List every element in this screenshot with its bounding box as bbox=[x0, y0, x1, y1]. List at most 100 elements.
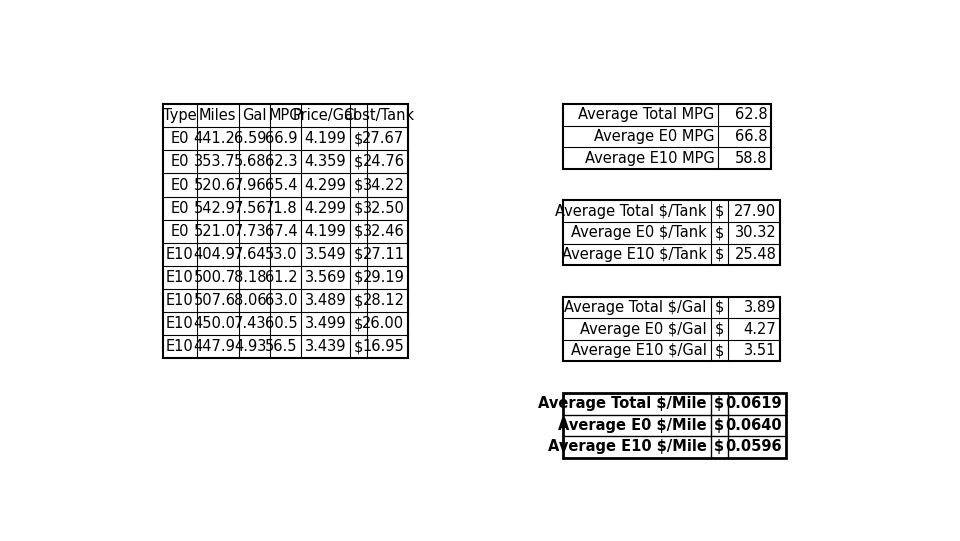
Text: $: $ bbox=[714, 418, 724, 433]
Text: 63.0: 63.0 bbox=[265, 293, 298, 308]
Text: $: $ bbox=[354, 247, 364, 262]
Text: 67.4: 67.4 bbox=[265, 224, 298, 239]
Text: 30.32: 30.32 bbox=[734, 225, 777, 240]
Text: Average Total $/Gal: Average Total $/Gal bbox=[564, 300, 707, 315]
Text: $: $ bbox=[354, 339, 364, 354]
Text: Average Total $/Tank: Average Total $/Tank bbox=[555, 204, 707, 219]
Text: Type: Type bbox=[163, 108, 197, 123]
Text: $: $ bbox=[354, 201, 364, 216]
Text: Price/Gal: Price/Gal bbox=[293, 108, 358, 123]
Text: 4.359: 4.359 bbox=[304, 154, 347, 169]
Text: 4.199: 4.199 bbox=[304, 131, 347, 146]
Text: 0.0596: 0.0596 bbox=[725, 439, 781, 454]
Text: 404.9: 404.9 bbox=[194, 247, 235, 262]
Text: 71.8: 71.8 bbox=[265, 201, 298, 216]
Text: E0: E0 bbox=[171, 154, 189, 169]
Text: 29.19: 29.19 bbox=[363, 270, 404, 285]
Text: 61.2: 61.2 bbox=[265, 270, 298, 285]
Text: 5.68: 5.68 bbox=[234, 154, 267, 169]
Text: E10: E10 bbox=[166, 247, 194, 262]
Text: 3.51: 3.51 bbox=[744, 343, 777, 358]
Text: 26.00: 26.00 bbox=[362, 316, 404, 331]
Text: 32.50: 32.50 bbox=[363, 201, 404, 216]
Text: Average E0 $/Tank: Average E0 $/Tank bbox=[571, 225, 707, 240]
Text: $: $ bbox=[714, 396, 724, 411]
Text: E0: E0 bbox=[171, 177, 189, 193]
Text: 353.7: 353.7 bbox=[194, 154, 235, 169]
Text: 28.12: 28.12 bbox=[363, 293, 404, 308]
Text: Average E10 $/Mile: Average E10 $/Mile bbox=[548, 439, 707, 454]
Text: $: $ bbox=[354, 316, 364, 331]
Text: Average E10 $/Gal: Average E10 $/Gal bbox=[571, 343, 707, 358]
Text: 25.48: 25.48 bbox=[734, 247, 777, 262]
Text: 65.4: 65.4 bbox=[265, 177, 298, 193]
Text: 441.2: 441.2 bbox=[194, 131, 235, 146]
Text: 0.0640: 0.0640 bbox=[725, 418, 781, 433]
Text: E0: E0 bbox=[171, 201, 189, 216]
Text: 3.89: 3.89 bbox=[744, 300, 777, 315]
Text: 66.9: 66.9 bbox=[265, 131, 298, 146]
Text: 4.27: 4.27 bbox=[744, 321, 777, 337]
Text: 62.3: 62.3 bbox=[265, 154, 298, 169]
Text: 3.549: 3.549 bbox=[304, 247, 347, 262]
Text: 27.11: 27.11 bbox=[363, 247, 404, 262]
Text: Miles: Miles bbox=[199, 108, 236, 123]
Text: 8.06: 8.06 bbox=[234, 293, 267, 308]
Text: $: $ bbox=[354, 293, 364, 308]
Text: E0: E0 bbox=[171, 224, 189, 239]
Text: $: $ bbox=[714, 225, 724, 240]
Text: 520.6: 520.6 bbox=[194, 177, 235, 193]
Text: 24.76: 24.76 bbox=[363, 154, 404, 169]
Text: $: $ bbox=[354, 131, 364, 146]
Text: 56.5: 56.5 bbox=[265, 339, 298, 354]
Bar bbox=[162, 104, 408, 358]
Text: Average E10 $/Tank: Average E10 $/Tank bbox=[562, 247, 707, 262]
Text: 7.43: 7.43 bbox=[234, 316, 267, 331]
Text: E10: E10 bbox=[166, 270, 194, 285]
Text: 6.59: 6.59 bbox=[234, 131, 267, 146]
Text: 7.96: 7.96 bbox=[234, 177, 267, 193]
Text: $: $ bbox=[354, 224, 364, 239]
Text: 7.56: 7.56 bbox=[234, 201, 267, 216]
Text: 450.0: 450.0 bbox=[194, 316, 235, 331]
Text: 507.6: 507.6 bbox=[194, 293, 235, 308]
Text: 7.64: 7.64 bbox=[234, 247, 267, 262]
Text: $: $ bbox=[354, 270, 364, 285]
Text: 58.8: 58.8 bbox=[734, 150, 767, 166]
Text: $: $ bbox=[714, 300, 724, 315]
Text: 8.18: 8.18 bbox=[234, 270, 267, 285]
Bar bbox=[564, 104, 771, 169]
Text: 62.8: 62.8 bbox=[734, 108, 767, 122]
Text: Gal: Gal bbox=[242, 108, 266, 123]
Text: 60.5: 60.5 bbox=[265, 316, 298, 331]
Text: 7.73: 7.73 bbox=[234, 224, 267, 239]
Text: 16.95: 16.95 bbox=[363, 339, 404, 354]
Text: $: $ bbox=[354, 177, 364, 193]
Bar bbox=[564, 200, 780, 265]
Text: 0.0619: 0.0619 bbox=[725, 396, 781, 411]
Text: MPG: MPG bbox=[269, 108, 301, 123]
Text: Average E0 MPG: Average E0 MPG bbox=[594, 129, 714, 144]
Text: $: $ bbox=[714, 204, 724, 219]
Text: 500.7: 500.7 bbox=[193, 270, 235, 285]
Text: 27.90: 27.90 bbox=[734, 204, 777, 219]
Text: 4.93: 4.93 bbox=[234, 339, 267, 354]
Text: 542.9: 542.9 bbox=[194, 201, 235, 216]
Text: Cost/Tank: Cost/Tank bbox=[344, 108, 415, 123]
Text: $: $ bbox=[714, 343, 724, 358]
Text: $: $ bbox=[714, 321, 724, 337]
Bar bbox=[564, 296, 780, 361]
Text: 521.0: 521.0 bbox=[194, 224, 235, 239]
Text: Average Total $/Mile: Average Total $/Mile bbox=[539, 396, 707, 411]
Text: 3.499: 3.499 bbox=[304, 316, 347, 331]
Text: 4.299: 4.299 bbox=[304, 177, 347, 193]
Bar bbox=[564, 393, 785, 458]
Text: Average E10 MPG: Average E10 MPG bbox=[585, 150, 714, 166]
Text: Average E0 $/Mile: Average E0 $/Mile bbox=[558, 418, 707, 433]
Text: 3.439: 3.439 bbox=[304, 339, 347, 354]
Text: 4.199: 4.199 bbox=[304, 224, 347, 239]
Text: $: $ bbox=[354, 154, 364, 169]
Text: 53.0: 53.0 bbox=[265, 247, 298, 262]
Text: E10: E10 bbox=[166, 339, 194, 354]
Text: 447.9: 447.9 bbox=[194, 339, 235, 354]
